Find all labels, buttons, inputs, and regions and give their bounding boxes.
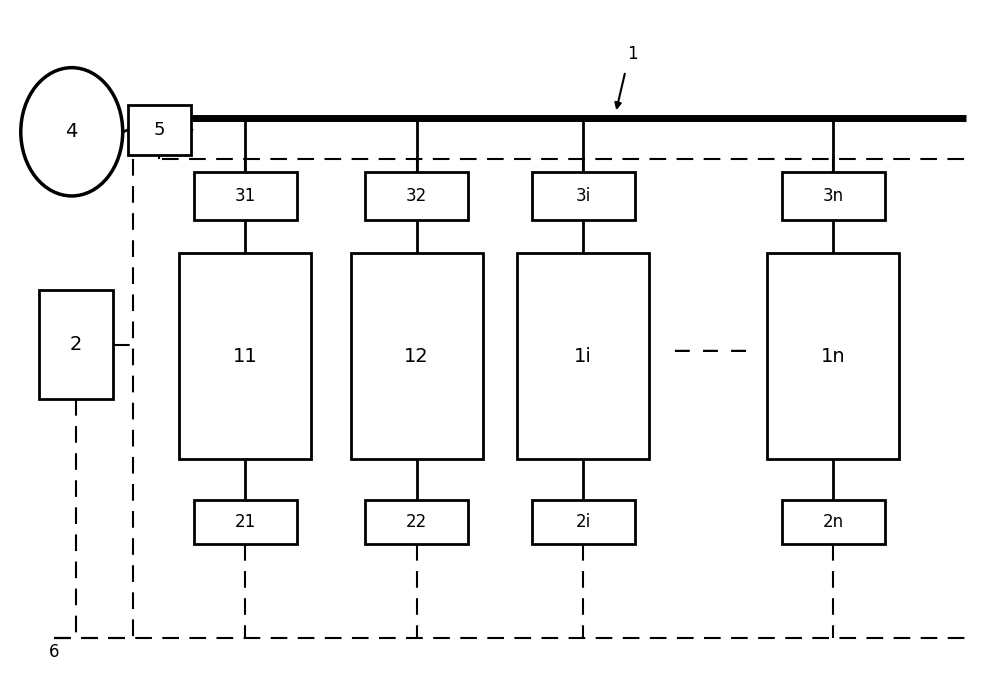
Text: 31: 31 <box>235 187 256 205</box>
Text: 32: 32 <box>406 187 427 205</box>
Text: 2: 2 <box>70 335 82 354</box>
Bar <box>351 254 483 460</box>
Bar <box>194 172 297 220</box>
Text: 2i: 2i <box>576 513 591 531</box>
Bar <box>128 105 191 156</box>
Bar <box>767 254 899 460</box>
Text: 4: 4 <box>66 123 78 141</box>
Text: 1n: 1n <box>821 347 846 366</box>
Text: 5: 5 <box>154 121 165 139</box>
Bar <box>194 500 297 544</box>
Bar <box>365 500 468 544</box>
Text: 3i: 3i <box>576 187 591 205</box>
Bar <box>782 172 885 220</box>
Bar <box>179 254 311 460</box>
Text: 21: 21 <box>235 513 256 531</box>
Text: 2n: 2n <box>823 513 844 531</box>
Text: —  —  —: — — — <box>674 342 747 360</box>
Text: 22: 22 <box>406 513 427 531</box>
Bar <box>39 291 113 398</box>
Text: 3n: 3n <box>823 187 844 205</box>
Text: 6: 6 <box>49 643 59 661</box>
Bar <box>365 172 468 220</box>
Text: 1: 1 <box>627 45 638 63</box>
Ellipse shape <box>21 68 123 196</box>
Text: 11: 11 <box>233 347 258 366</box>
Text: 1i: 1i <box>574 347 592 366</box>
Bar <box>532 172 635 220</box>
Bar <box>532 500 635 544</box>
Text: 12: 12 <box>404 347 429 366</box>
Bar <box>782 500 885 544</box>
Bar <box>517 254 649 460</box>
